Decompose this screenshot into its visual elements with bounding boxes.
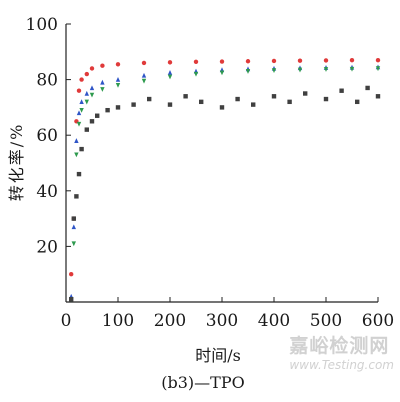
y-tick-label: 100 [26, 15, 58, 35]
data-point [375, 66, 381, 72]
series-circle [69, 57, 381, 277]
data-point [141, 60, 147, 66]
data-point [323, 67, 329, 72]
data-point [219, 105, 225, 110]
data-point [219, 70, 225, 76]
data-point [84, 99, 89, 105]
data-point [89, 92, 95, 98]
data-point [245, 59, 251, 64]
data-point [115, 105, 121, 110]
x-tick-label: 200 [154, 311, 186, 331]
data-point [115, 62, 121, 67]
data-point [193, 59, 199, 65]
data-point [76, 171, 82, 177]
y-tick-label: 80 [36, 71, 58, 91]
data-point [100, 63, 105, 68]
data-point [375, 57, 381, 63]
data-point [84, 127, 89, 132]
data-point [84, 71, 90, 77]
data-point [235, 96, 240, 102]
data-point [76, 110, 82, 116]
watermark: 嘉峪检测网 www.Testing.com [289, 331, 394, 372]
plot-area [65, 24, 378, 303]
x-axis-label: 时间/s [195, 346, 241, 365]
data-point [141, 72, 147, 78]
data-point [349, 66, 355, 72]
watermark-main: 嘉峪检测网 [289, 335, 390, 357]
data-point [100, 79, 105, 85]
data-point [95, 113, 100, 118]
data-point [297, 67, 303, 73]
data-point [219, 59, 225, 64]
x-axis: 0 100 200 300 400 500 600 [61, 297, 394, 331]
data-point [339, 88, 344, 93]
data-point [199, 99, 204, 105]
data-point [74, 194, 79, 199]
data-point [147, 96, 152, 102]
data-point [89, 66, 95, 71]
series-square [69, 85, 381, 302]
data-point [79, 77, 84, 82]
data-point [74, 152, 79, 158]
data-point [167, 60, 173, 65]
data-point [71, 241, 76, 247]
data-point [323, 58, 329, 63]
data-point [79, 107, 84, 113]
chart-caption: (b3)—TPO [161, 373, 244, 392]
data-point [76, 121, 82, 127]
data-point [271, 94, 277, 99]
series-layer [69, 57, 381, 302]
data-point [100, 87, 105, 92]
x-tick-label: 600 [362, 311, 394, 331]
data-point [287, 99, 292, 105]
x-tick-label: 400 [258, 311, 290, 331]
data-point [323, 96, 329, 102]
data-point [245, 69, 251, 74]
data-point [303, 91, 308, 96]
watermark-sub: www.Testing.com [289, 358, 394, 372]
data-point [167, 70, 173, 75]
data-point [365, 85, 370, 91]
data-point [271, 58, 277, 64]
y-tick-label: 60 [36, 126, 58, 146]
series-triangle-down [69, 66, 381, 302]
data-point [74, 138, 79, 143]
y-axis-label: 转化率/% [7, 123, 26, 202]
data-point [271, 68, 277, 74]
data-point [76, 88, 82, 93]
data-point [349, 57, 355, 63]
data-point [251, 102, 256, 107]
data-point [355, 99, 360, 105]
data-point [167, 102, 173, 107]
data-point [89, 85, 95, 91]
data-point [131, 102, 136, 107]
x-tick-label: 0 [61, 311, 72, 331]
data-point [71, 216, 76, 221]
data-point [79, 99, 84, 105]
x-tick-label: 100 [102, 311, 134, 331]
data-point [183, 94, 188, 99]
data-point [69, 297, 74, 302]
data-point [115, 77, 121, 82]
data-point [79, 146, 84, 152]
data-point [89, 119, 95, 124]
y-tick-label: 40 [36, 182, 58, 202]
y-axis: 20 40 60 80 100 [26, 15, 71, 257]
data-point [375, 94, 381, 99]
data-point [105, 107, 110, 113]
data-point [71, 224, 76, 230]
data-point [297, 58, 303, 63]
data-point [84, 90, 89, 96]
data-point [69, 272, 74, 277]
data-point [193, 71, 199, 77]
series-triangle-up [69, 64, 381, 299]
data-point [115, 82, 121, 88]
data-point [141, 78, 147, 84]
y-tick-label: 20 [36, 237, 58, 257]
x-tick-label: 500 [310, 311, 342, 331]
x-tick-label: 300 [206, 311, 238, 331]
data-point [167, 74, 173, 80]
